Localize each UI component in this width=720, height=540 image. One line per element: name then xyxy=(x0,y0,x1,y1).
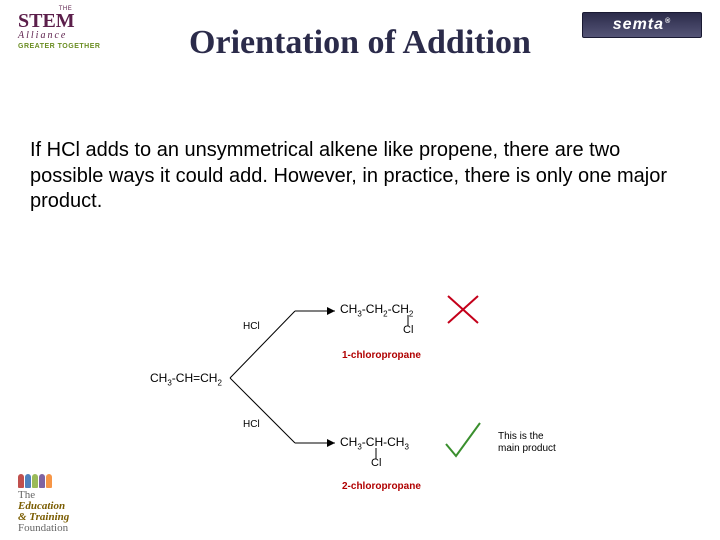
product2-name: 2-chloropropane xyxy=(342,481,421,492)
etf-text: The Education & Training Foundation xyxy=(18,490,108,534)
product2-formula: CH3-CH-CH3 xyxy=(340,435,409,451)
product1-formula: CH3-CH2-CH2 xyxy=(340,302,413,318)
etf-logo: The Education & Training Foundation xyxy=(18,472,108,534)
reagent-top: HCl xyxy=(243,321,260,332)
main-product-note: This is the main product xyxy=(498,431,568,455)
slide-title: Orientation of Addition xyxy=(0,24,720,62)
reaction-diagram: CH3-CH=CH2 HCl HCl CH3-CH2-CH2 Cl 1-chlo… xyxy=(90,268,650,488)
product1-name: 1-chloropropane xyxy=(342,350,421,361)
product1-sub: Cl xyxy=(403,324,413,336)
reagent-bottom: HCl xyxy=(243,419,260,430)
etf-line4: Foundation xyxy=(18,522,68,534)
slide: THE STEM Alliance GREATER TOGETHER semta… xyxy=(0,0,720,540)
body-text: If HCl adds to an unsymmetrical alkene l… xyxy=(30,138,670,215)
reactant-formula: CH3-CH=CH2 xyxy=(150,371,222,387)
etf-people-icon xyxy=(18,474,108,488)
product2-sub: Cl xyxy=(371,457,381,469)
